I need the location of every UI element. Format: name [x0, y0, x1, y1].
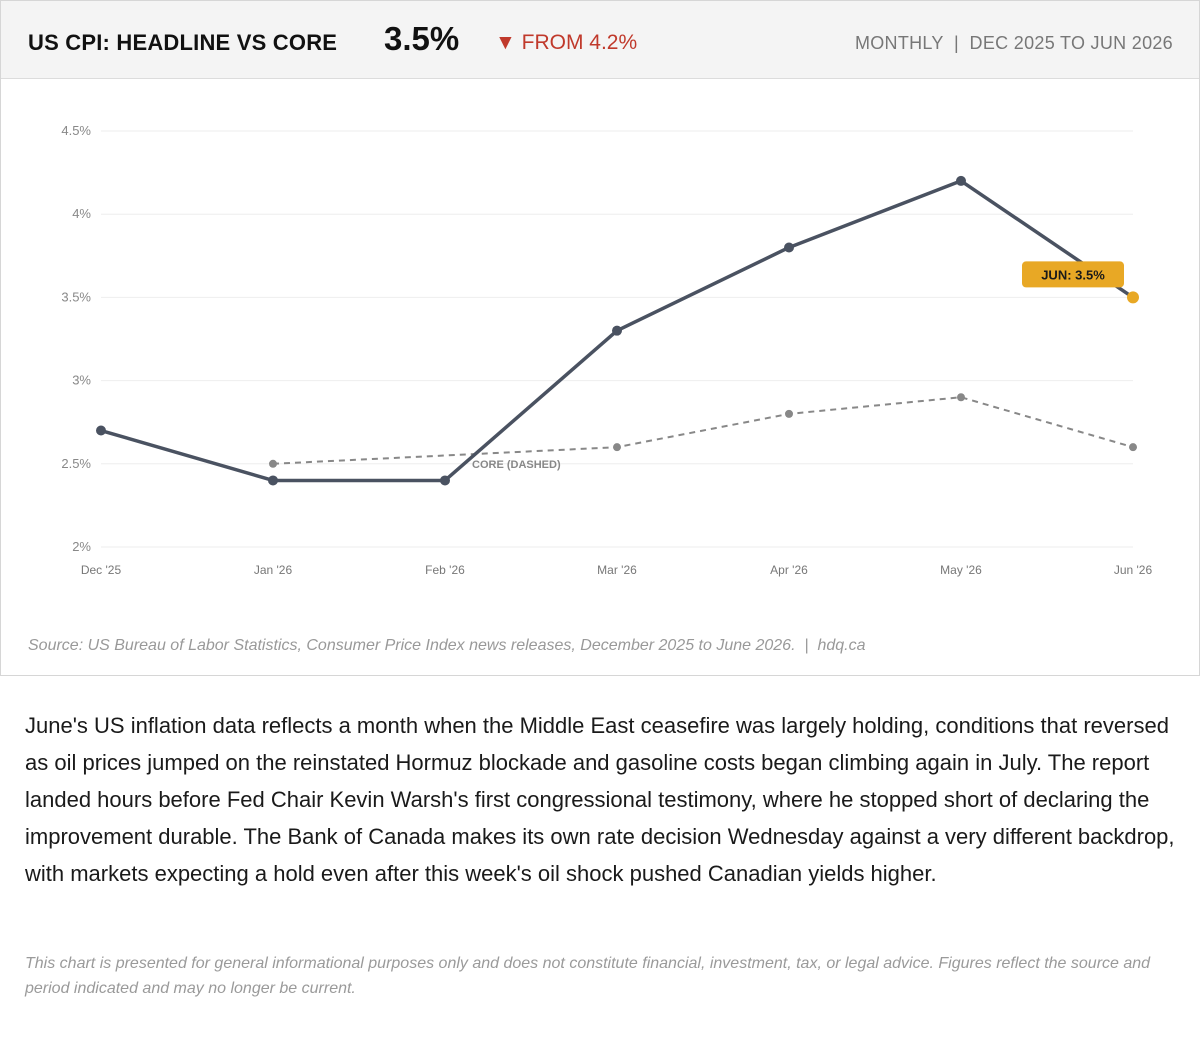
- headline-point: [612, 325, 622, 336]
- headline-point: [268, 475, 278, 486]
- chart-title: US CPI: HEADLINE VS CORE: [28, 30, 338, 55]
- body-paragraph: June's US inflation data reflects a mont…: [25, 713, 1175, 886]
- y-tick-label: 4.5%: [61, 123, 91, 138]
- core-point: [613, 443, 621, 452]
- period-label: MONTHLY | DEC 2025 TO JUN 2026: [854, 33, 1173, 53]
- x-tick-label: May '26: [940, 563, 982, 577]
- source-note: Source: US Bureau of Labor Statistics, C…: [28, 637, 866, 654]
- x-tick-label: Mar '26: [597, 563, 637, 577]
- core-point: [957, 393, 965, 402]
- y-tick-label: 2.5%: [61, 456, 91, 471]
- core-point: [1129, 443, 1137, 452]
- y-tick-label: 4%: [72, 206, 91, 221]
- x-tick-label: Apr '26: [770, 563, 808, 577]
- core-point: [269, 459, 277, 468]
- headline-point: [96, 425, 106, 436]
- headline-point: [956, 175, 966, 186]
- y-tick-label: 2%: [72, 539, 91, 554]
- change-indicator: ▼ FROM 4.2%: [495, 31, 638, 54]
- y-tick-label: 3.5%: [61, 289, 91, 304]
- core-series-line: [272, 396, 1134, 465]
- x-tick-label: Jun '26: [1114, 563, 1153, 577]
- callout-label: JUN: 3.5%: [1041, 267, 1105, 282]
- disclaimer: This chart is presented for general info…: [25, 955, 1151, 997]
- line-chart: 2% 2.5% 3% 3.5% 4% 4.5% Dec '25 Jan '26 Feb '26 M…: [61, 123, 1153, 577]
- x-tick-label: Feb '26: [425, 563, 465, 577]
- current-value: 3.5%: [384, 20, 460, 57]
- headline-point: [784, 242, 794, 253]
- x-tick-label: Jan '26: [254, 563, 293, 577]
- chart-header: US CPI: HEADLINE VS CORE 3.5% ▼ FROM 4.2…: [1, 1, 1199, 79]
- core-series-label: CORE (DASHED): [472, 459, 561, 471]
- headline-point: [440, 475, 450, 486]
- chart-card: US CPI: HEADLINE VS CORE 3.5% ▼ FROM 4.2…: [0, 0, 1200, 676]
- callout-badge: [1022, 261, 1124, 288]
- y-tick-label: 3%: [72, 373, 91, 388]
- x-tick-label: Dec '25: [81, 563, 122, 577]
- core-point: [785, 409, 793, 418]
- callout-point: [1127, 291, 1139, 304]
